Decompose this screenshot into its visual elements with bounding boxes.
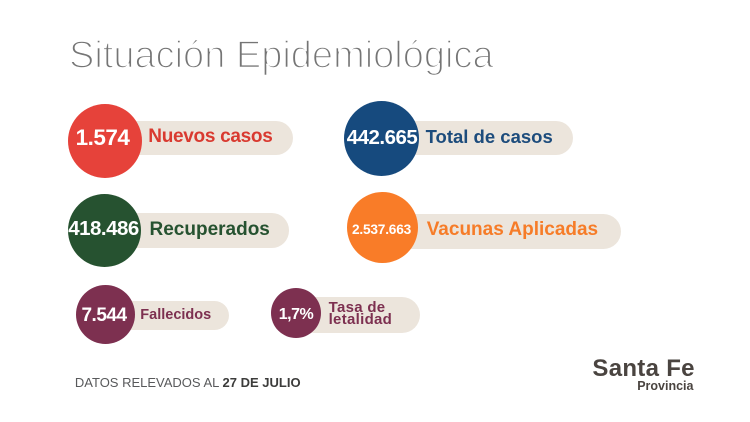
svg-text:Situación Epidemiológica: Situación Epidemiológica xyxy=(69,35,494,77)
